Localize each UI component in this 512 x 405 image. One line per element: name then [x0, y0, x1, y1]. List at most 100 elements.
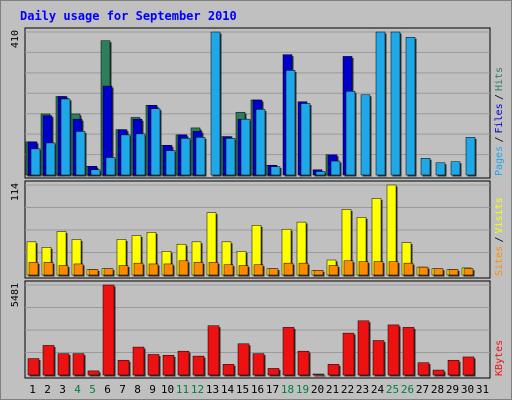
bar-kbytes-day-28 [432, 369, 445, 376]
x-tick-label: 3 [59, 383, 66, 396]
bar-sites-day-8 [133, 262, 144, 276]
x-tick-label: 26 [401, 383, 414, 396]
bar-sites-day-13 [208, 262, 219, 276]
bar-pages-day-21 [330, 160, 341, 176]
x-tick-label: 9 [149, 383, 156, 396]
bar-kbytes-day-29 [447, 359, 460, 376]
bar-kbytes-day-26 [402, 327, 415, 376]
bar-pages-day-25 [390, 31, 401, 176]
x-tick-label: 2 [44, 383, 51, 396]
bar-sites-day-2 [43, 262, 54, 276]
bar-pages-day-14 [225, 138, 236, 176]
bar-sites-day-21 [328, 265, 339, 276]
x-tick-label: 25 [386, 383, 399, 396]
bar-pages-day-13 [210, 31, 221, 176]
x-tick-label: 11 [176, 383, 189, 396]
bar-pages-day-7 [120, 134, 131, 176]
x-tick-label: 27 [416, 383, 429, 396]
bar-kbytes-day-19 [297, 350, 310, 376]
legend-kbytes: KBytes [494, 340, 505, 376]
bar-pages-day-9 [150, 108, 161, 176]
bar-pages-day-23 [360, 94, 371, 176]
x-tick-label: 16 [251, 383, 264, 396]
legend-separator: / [494, 94, 505, 100]
x-tick-label: 18 [281, 383, 294, 396]
bar-pages-day-5 [90, 169, 101, 176]
bar-sites-day-16 [253, 264, 264, 276]
x-tick-label: 17 [266, 383, 279, 396]
bar-sites-day-4 [73, 263, 84, 276]
bar-pages-day-11 [180, 138, 191, 176]
bar-sites-day-3 [58, 265, 69, 276]
bar-kbytes-day-30 [462, 356, 475, 376]
bar-kbytes-day-8 [132, 346, 145, 376]
x-tick-label: 7 [119, 383, 126, 396]
bar-sites-day-15 [238, 265, 249, 276]
x-tick-label: 19 [296, 383, 309, 396]
legend-files: Files [494, 103, 505, 133]
bar-sites-day-17 [268, 268, 279, 276]
bar-sites-day-25 [388, 261, 399, 276]
bar-kbytes-day-22 [342, 332, 355, 376]
bar-kbytes-day-6 [102, 284, 115, 376]
x-tick-label: 29 [446, 383, 459, 396]
legend-separator: / [494, 136, 505, 142]
bar-kbytes-day-1 [27, 358, 40, 376]
bar-kbytes-day-21 [327, 364, 340, 376]
bar-pages-day-10 [165, 150, 176, 176]
bar-sites-day-24 [373, 261, 384, 276]
x-tick-label: 20 [311, 383, 324, 396]
bar-sites-day-29 [448, 269, 459, 276]
bar-kbytes-day-13 [207, 325, 220, 376]
bar-sites-day-6 [103, 268, 114, 276]
bar-sites-day-22 [343, 260, 354, 276]
bar-kbytes-day-11 [177, 350, 190, 376]
bar-pages-day-1 [30, 148, 41, 176]
bar-sites-day-7 [118, 265, 129, 276]
bar-sites-day-10 [163, 263, 174, 276]
bar-pages-day-3 [60, 98, 71, 176]
bar-sites-day-14 [223, 264, 234, 276]
bar-sites-day-26 [403, 262, 414, 276]
legend-hits: Hits [494, 67, 505, 91]
bar-kbytes-day-7 [117, 359, 130, 376]
ymax-label-visits-sites: 114 [10, 183, 21, 201]
bar-sites-day-12 [193, 262, 204, 276]
bar-sites-day-19 [298, 262, 309, 276]
bar-sites-day-5 [88, 269, 99, 276]
bar-kbytes-day-9 [147, 354, 160, 376]
bar-pages-day-24 [375, 31, 386, 176]
bar-sites-day-1 [28, 262, 39, 276]
bar-kbytes-day-12 [192, 355, 205, 376]
x-tick-label: 12 [191, 383, 204, 396]
ymax-label-hits-files-pages: 410 [10, 30, 21, 48]
bar-pages-day-2 [45, 142, 56, 176]
bar-pages-day-22 [345, 91, 356, 176]
bar-kbytes-day-10 [162, 355, 175, 376]
x-tick-label: 23 [356, 383, 369, 396]
bar-kbytes-day-2 [42, 345, 55, 376]
bar-pages-day-17 [270, 166, 281, 176]
x-tick-label: 10 [161, 383, 174, 396]
bar-sites-day-27 [418, 266, 429, 276]
bar-sites-day-11 [178, 260, 189, 276]
bar-pages-day-18 [285, 70, 296, 176]
bar-kbytes-day-3 [57, 353, 70, 376]
bar-pages-day-27 [420, 158, 431, 176]
bar-kbytes-day-15 [237, 343, 250, 376]
bar-pages-day-12 [195, 137, 206, 176]
x-tick-label: 14 [221, 383, 235, 396]
bar-pages-day-30 [465, 137, 476, 176]
bar-sites-day-23 [358, 261, 369, 276]
bar-pages-day-4 [75, 131, 86, 176]
bar-pages-day-8 [135, 133, 146, 176]
x-tick-label: 1 [29, 383, 36, 396]
ymax-label-kbytes: 5481 [10, 283, 21, 307]
bar-kbytes-day-5 [87, 370, 100, 376]
x-tick-label: 28 [431, 383, 444, 396]
bar-pages-day-28 [435, 162, 446, 176]
x-tick-label: 30 [461, 383, 474, 396]
bar-pages-day-29 [450, 161, 461, 176]
bar-kbytes-day-18 [282, 327, 295, 376]
